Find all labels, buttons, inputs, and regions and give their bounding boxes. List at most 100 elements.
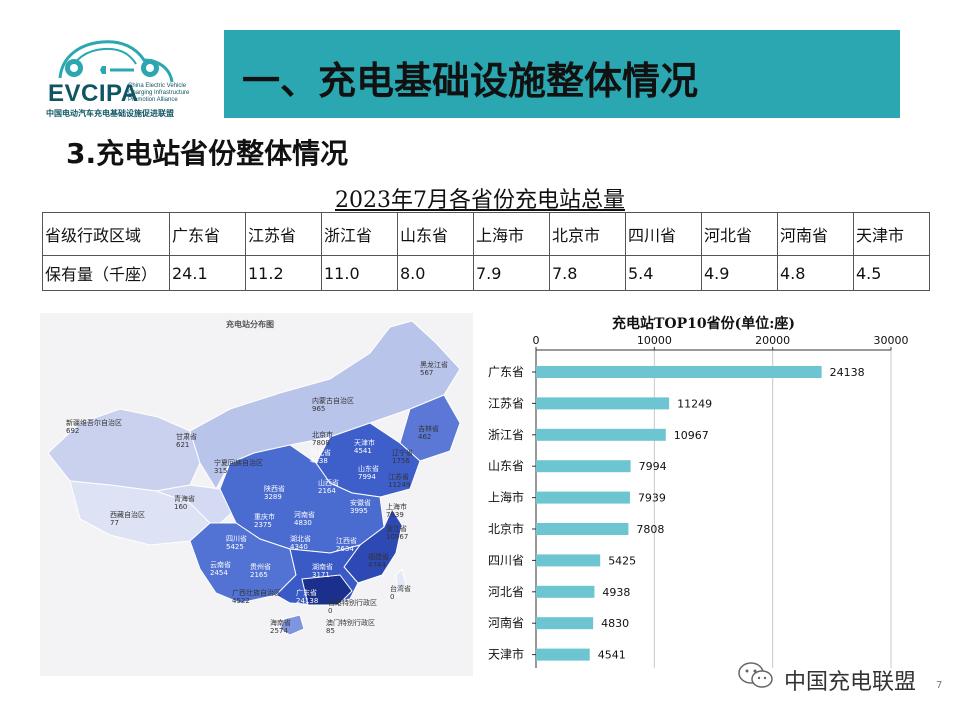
map-province-name: 宁夏回族自治区 — [214, 459, 263, 467]
bar — [536, 554, 601, 567]
table-province-cell: 山东省 — [397, 212, 474, 256]
table-province-cell: 江苏省 — [245, 212, 322, 256]
station-distribution-map: 充电站分布图 黑龙江省 567 内蒙古自治区 965 吉林省 462 新疆维吾尔自治区 692… — [40, 313, 473, 676]
table-province-cell: 四川省 — [625, 212, 702, 256]
bar-value-label: 11249 — [677, 397, 712, 410]
table-province-cell: 上海市 — [473, 212, 550, 256]
y-category-label: 浙江省 — [488, 428, 524, 442]
section-title: 一、充电基础设施整体情况 — [242, 59, 699, 103]
y-category-label: 广东省 — [488, 365, 524, 379]
map-province-label: 甘肃省 621 — [176, 433, 197, 449]
table-value-cell: 7.8 — [549, 255, 626, 291]
map-province-label: 河北省 4938 — [310, 449, 331, 465]
table-title: 2023年7月各省份充电站总量 — [335, 188, 625, 213]
y-category-label: 上海市 — [488, 490, 524, 505]
map-province-value: 0 — [328, 607, 333, 615]
table-header-row: 省级行政区域 广东省 江苏省 浙江省 山东省 上海市 北京市 四川省 河北省 河… — [42, 212, 930, 256]
map-province-label: 山西省 2164 — [318, 479, 339, 495]
map-province-value: 621 — [176, 441, 190, 449]
table-value-cell: 7.9 — [473, 255, 550, 291]
map-province-value: 3171 — [312, 571, 330, 579]
map-province-name: 辽宁省 — [392, 449, 413, 457]
map-province-value: 11249 — [388, 481, 411, 489]
map-province-name: 澳门特别行政区 — [326, 619, 375, 627]
chart-title: 充电站TOP10省份(单位:座) — [612, 315, 795, 332]
map-province-label: 新疆维吾尔自治区 692 — [66, 419, 122, 435]
map-province-name: 西藏自治区 — [110, 511, 145, 519]
map-province-value: 5425 — [226, 543, 244, 551]
map-province-label: 福建省 4744 — [368, 553, 389, 569]
table-value-cell: 4.5 — [853, 255, 930, 291]
map-province-name: 湖北省 — [290, 535, 311, 543]
page-subtitle: 3.充电站省份整体情况 — [66, 137, 349, 170]
map-province-value: 2375 — [254, 521, 272, 529]
map-province-value: 24138 — [296, 597, 319, 605]
bar — [536, 460, 631, 473]
table-value-cell: 24.1 — [169, 255, 246, 291]
x-tick-label: 0 — [533, 334, 540, 347]
bar-value-label: 10967 — [674, 429, 709, 442]
map-province-name: 天津市 — [354, 439, 375, 447]
map-province-label: 台湾省 0 — [390, 585, 411, 601]
bar-value-label: 24138 — [830, 366, 865, 379]
evcipa-logo-icon — [58, 40, 174, 83]
x-tick-label: 10000 — [637, 334, 672, 347]
brand-chinese-name: 中国电动汽车充电基础设施促进联盟 — [46, 109, 174, 118]
map-province-name: 广西壮族自治区 — [232, 589, 281, 597]
table-value-cell: 11.2 — [245, 255, 322, 291]
bar — [536, 491, 630, 504]
map-province-value: 4340 — [290, 543, 308, 551]
map-province-name: 海南省 — [270, 619, 291, 627]
y-category-label: 天津市 — [488, 647, 524, 662]
map-province-value: 10967 — [386, 533, 409, 541]
bar — [536, 585, 595, 598]
map-province-name: 江苏省 — [388, 473, 409, 481]
map-province-name: 湖南省 — [312, 563, 333, 571]
map-province-name: 黑龙江省 — [420, 361, 448, 369]
map-province-label: 西藏自治区 77 — [110, 511, 145, 527]
table-value-cell: 4.9 — [701, 255, 778, 291]
table-value-cell: 8.0 — [397, 255, 474, 291]
table-row-label: 保有量（千座） — [42, 255, 170, 291]
map-province-value: 4744 — [368, 561, 386, 569]
map-province-value: 1756 — [392, 457, 410, 465]
map-province-name: 陕西省 — [264, 485, 285, 493]
y-category-label: 河北省 — [488, 585, 524, 599]
y-category-label: 山东省 — [488, 459, 524, 473]
map-province-value: 2574 — [270, 627, 288, 635]
map-province-label: 天津市 4541 — [354, 439, 375, 455]
map-province-value: 315 — [214, 467, 228, 475]
map-province-label: 黑龙江省 567 — [420, 361, 448, 377]
map-province-label: 宁夏回族自治区 315 — [214, 459, 263, 475]
map-province-name: 云南省 — [210, 561, 231, 569]
map-province-label: 广东省 24138 — [296, 589, 318, 605]
map-province-value: 160 — [174, 503, 188, 511]
map-province-value: 0 — [390, 593, 395, 601]
x-tick-label: 30000 — [874, 334, 909, 347]
x-tick-label: 20000 — [755, 334, 790, 347]
map-province-value: 7939 — [386, 511, 404, 519]
brand-english-lines: China Electric Vehicle Charging Infrastr… — [128, 83, 190, 103]
map-province-name: 甘肃省 — [176, 433, 197, 441]
table-province-cell: 北京市 — [549, 212, 626, 256]
map-province-value: 692 — [66, 427, 80, 435]
table-header-label: 省级行政区域 — [42, 212, 170, 256]
bar — [536, 648, 590, 661]
y-category-label: 四川省 — [488, 553, 524, 567]
map-province-name: 河南省 — [294, 511, 315, 519]
map-province-value: 3289 — [264, 493, 282, 501]
map-province-name: 山东省 — [358, 465, 379, 473]
china-map-shape — [47, 320, 461, 636]
map-province-name: 浙江省 — [386, 525, 407, 533]
map-province-name: 江西省 — [336, 537, 357, 545]
map-province-label: 陕西省 3289 — [264, 485, 285, 501]
map-province-label: 澳门特别行政区 85 — [326, 619, 375, 635]
brand-name: EVCIPA — [48, 80, 139, 107]
map-province-value: 2454 — [210, 569, 228, 577]
table-province-cell: 河南省 — [777, 212, 854, 256]
map-province-name: 上海市 — [386, 503, 407, 511]
map-province-label: 河南省 4830 — [294, 511, 315, 527]
page-number: 7 — [936, 680, 943, 691]
map-province-label: 山东省 7994 — [358, 465, 379, 481]
map-province-name: 河北省 — [310, 449, 331, 457]
